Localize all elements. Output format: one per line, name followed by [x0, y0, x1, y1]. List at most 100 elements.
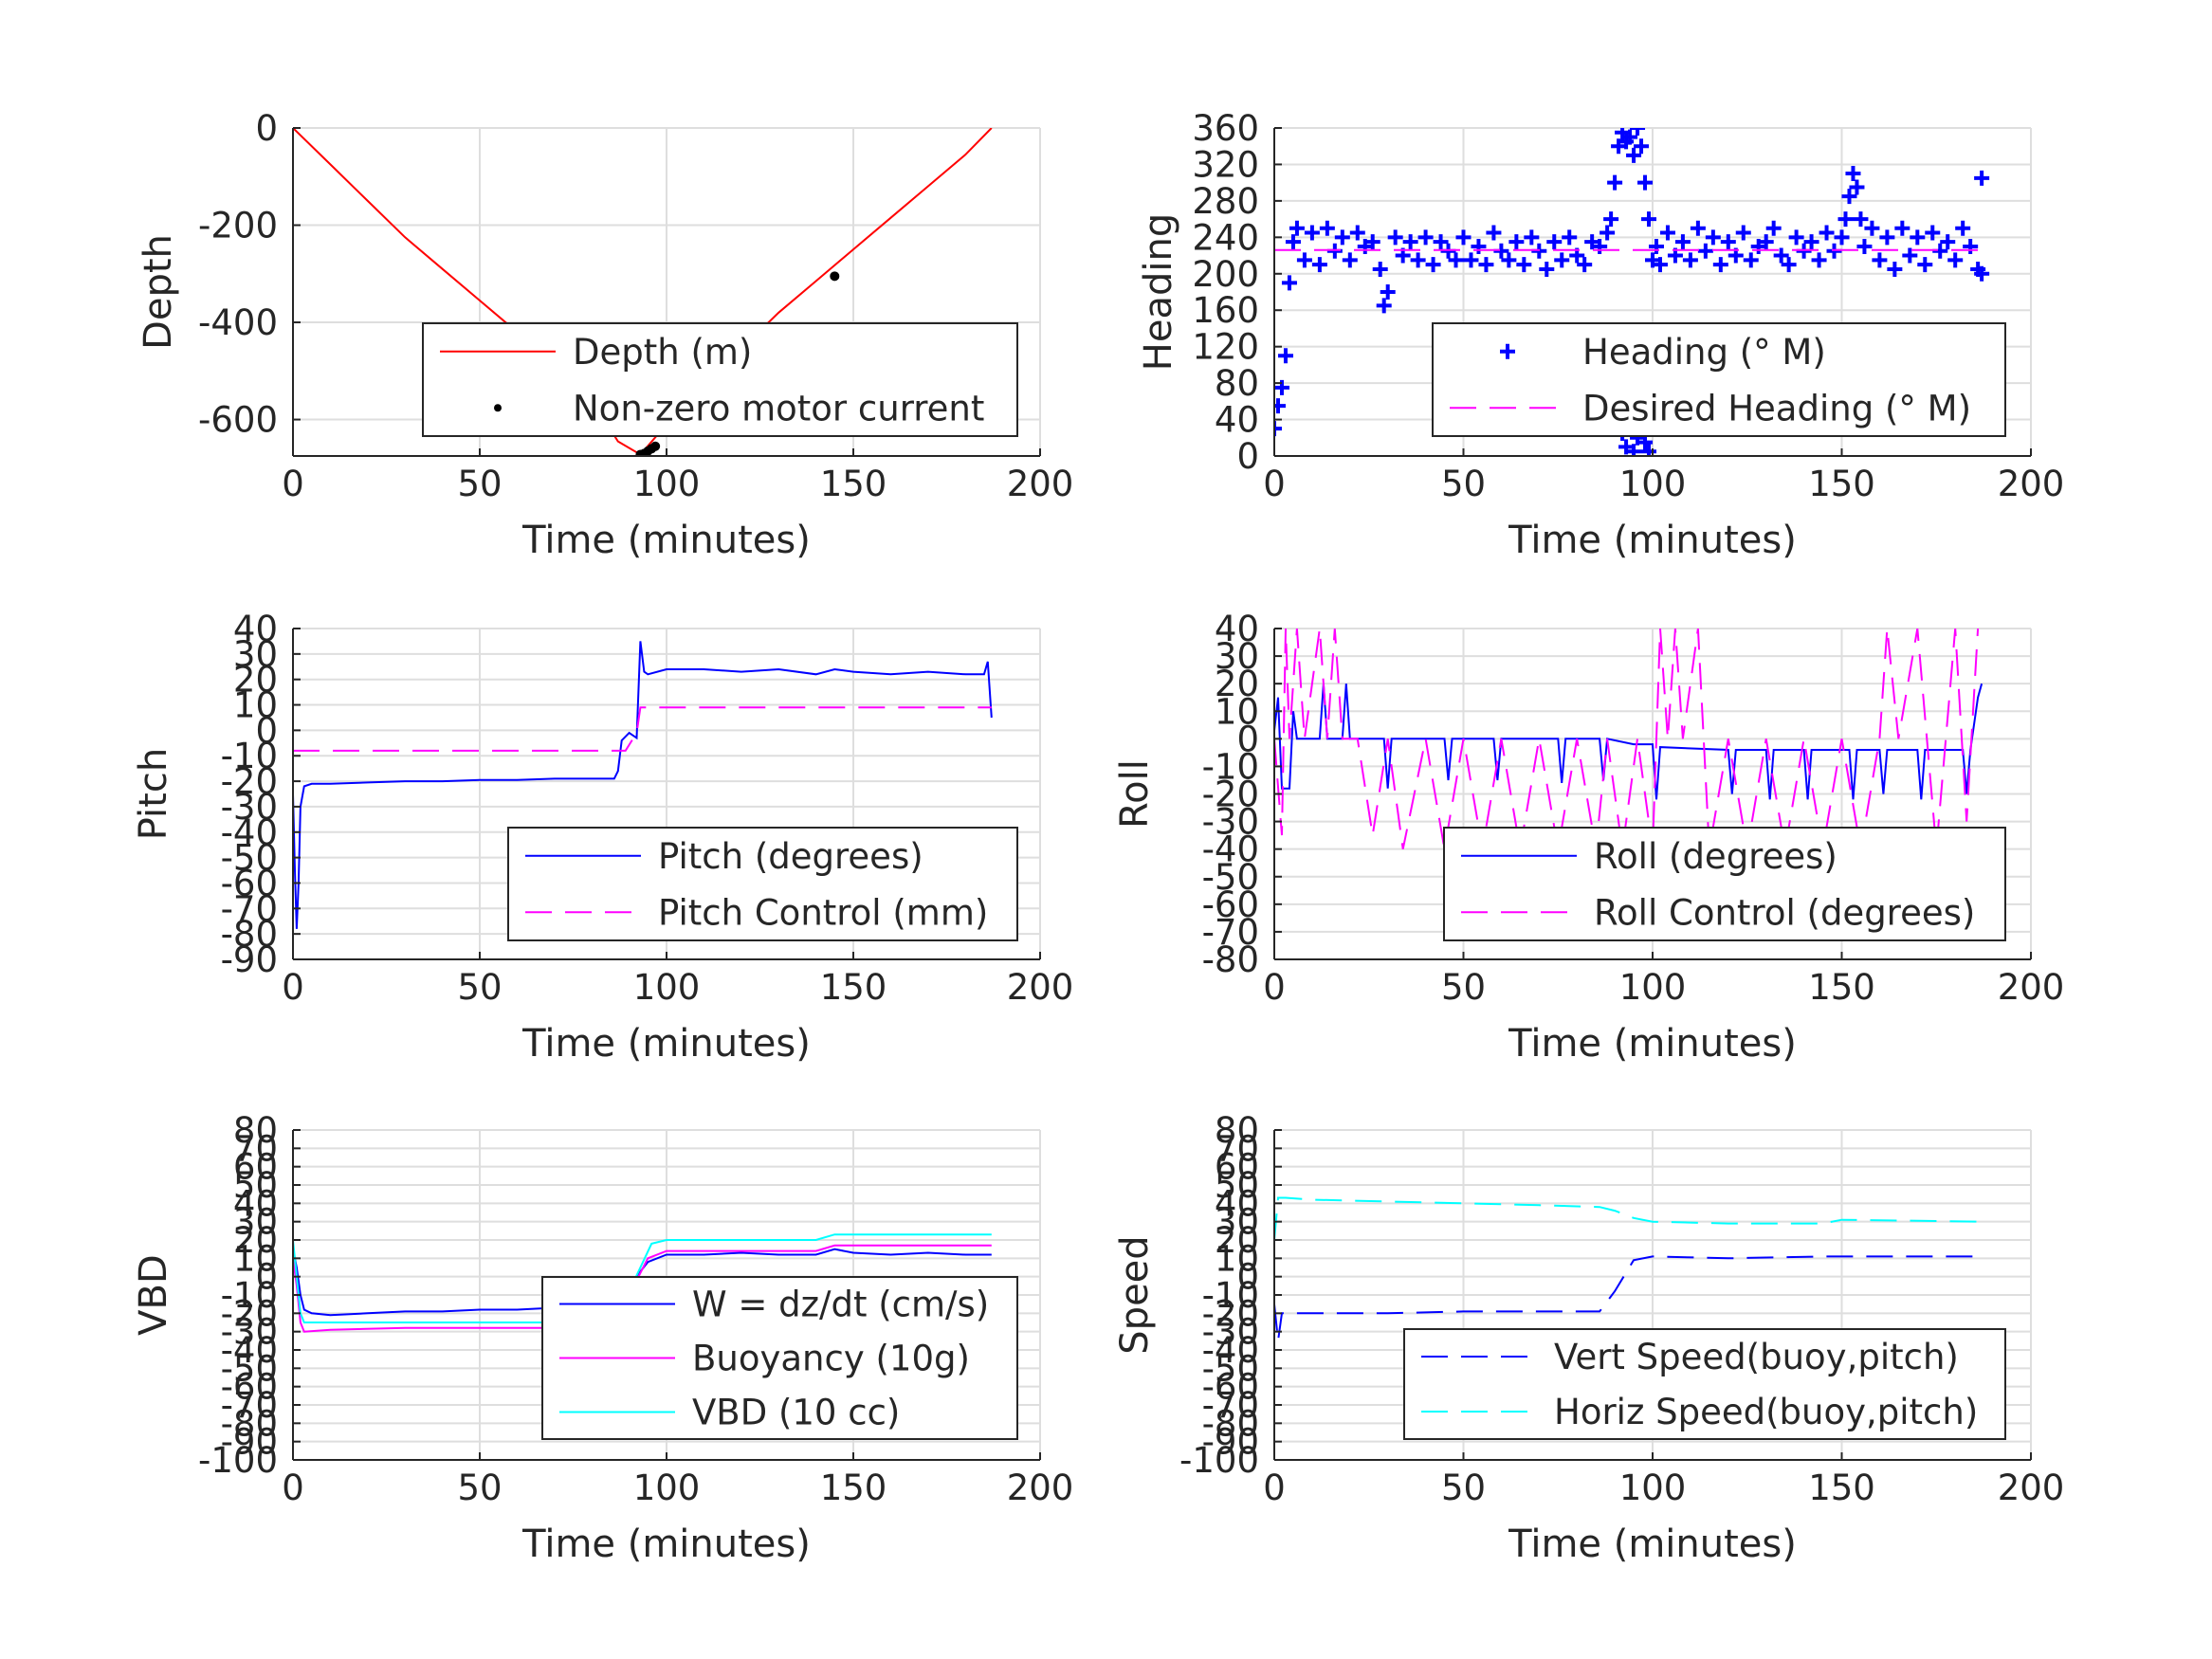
series-heading-0-marker	[1705, 229, 1721, 246]
y-tick-label: -40	[221, 812, 278, 853]
y-tick-label: 60	[233, 1147, 278, 1188]
legend-box	[422, 322, 1018, 437]
x-tick-label: 150	[1808, 967, 1875, 1008]
series-heading-0-marker	[1603, 211, 1619, 228]
series-heading-0-marker	[1853, 211, 1869, 228]
x-tick-label: 100	[1619, 967, 1687, 1008]
series-heading-0-marker	[1455, 229, 1472, 246]
x-axis-label: Time (minutes)	[1508, 1522, 1797, 1566]
series-pitch-1-line	[293, 706, 992, 752]
series-heading-0-marker	[1955, 220, 1971, 236]
y-tick-label: -70	[221, 1385, 278, 1426]
x-tick-label: 200	[1007, 967, 1074, 1008]
x-tick-label: 150	[820, 967, 887, 1008]
y-tick-label: -60	[1202, 1367, 1259, 1408]
series-depth-1-point	[830, 271, 840, 282]
data-layer	[293, 128, 993, 456]
y-tick-label: -60	[221, 1367, 278, 1408]
x-tick-label: 150	[820, 1468, 887, 1508]
legend-box	[1403, 1328, 2006, 1440]
y-tick-label: -50	[1202, 1348, 1259, 1389]
y-tick-label: 60	[1215, 1147, 1259, 1188]
series-heading-0-marker	[1925, 225, 1941, 241]
legend-entry-label: Heading (° M)	[1582, 332, 1826, 373]
series-heading-1-marker	[1974, 170, 1990, 186]
x-axis-label: Time (minutes)	[521, 1022, 811, 1066]
series-heading-0-marker	[1372, 261, 1388, 277]
x-axis-label: Time (minutes)	[521, 519, 811, 562]
x-tick-label: 100	[633, 967, 701, 1008]
series-heading-0-marker	[1304, 225, 1320, 241]
series-heading-1-marker	[1626, 444, 1642, 456]
series-heading-0-marker	[1380, 284, 1396, 300]
y-tick-label: -20	[1202, 775, 1259, 815]
y-tick-label: -40	[1202, 830, 1259, 870]
subplot-depth: 0 50 100 150 200 0 -200 -400 -600 Time (minutes) D…	[137, 108, 1073, 562]
series-heading-0-marker	[1803, 234, 1819, 250]
y-tick-label: 40	[233, 1183, 278, 1224]
series-heading-0-marker	[1607, 174, 1623, 191]
x-tick-label: 200	[1998, 967, 2065, 1008]
series-heading-0-marker	[1947, 252, 1964, 268]
y-tick-label: 360	[1192, 108, 1259, 149]
series-heading-0-marker	[1626, 147, 1642, 163]
legend-entry-label: Buoyancy (10g)	[692, 1339, 970, 1379]
data-layer	[1274, 1196, 1983, 1341]
series-heading-0-marker	[1319, 220, 1335, 236]
y-tick-label: 20	[233, 660, 278, 701]
subplot-speed: 0 50 100 150 20080706050403020100-10-20-30-4…	[1113, 1110, 2064, 1566]
y-tick-label: -10	[1202, 746, 1259, 787]
y-tick-label: -70	[1202, 1385, 1259, 1426]
y-tick-label: -80	[221, 914, 278, 955]
series-heading-0-marker	[1974, 265, 1990, 282]
legend-entry-label: Roll (degrees)	[1594, 836, 1837, 877]
legend-entry-label: Depth (m)	[573, 332, 752, 373]
y-tick-label: 10	[1215, 1238, 1259, 1279]
y-tick-label: -90	[221, 939, 278, 980]
series-heading-0-marker	[1864, 220, 1880, 236]
subplot-vbd: 0 50 100 150 20080706050403020100-10-20-30-4…	[132, 1110, 1073, 1566]
y-tick-label: 0	[1236, 1257, 1259, 1298]
y-tick-label: 40	[1215, 1183, 1259, 1224]
legend-entry-label: Vert Speed(buoy,pitch)	[1554, 1337, 1959, 1377]
y-tick-label: -30	[221, 787, 278, 828]
series-pitch-0-line	[293, 641, 993, 929]
y-tick-label: 0	[255, 1257, 278, 1298]
series-heading-0-marker	[1872, 252, 1888, 268]
series-heading-0-marker	[1712, 257, 1728, 273]
y-tick-label: 0	[1236, 436, 1259, 477]
series-heading-0-marker	[1641, 211, 1657, 228]
y-tick-label: 30	[1215, 1202, 1259, 1243]
y-tick-label: -80	[221, 1403, 278, 1444]
series-heading-0-marker	[1758, 234, 1774, 250]
series-heading-0-marker	[1296, 252, 1312, 268]
x-axis-label: Time (minutes)	[521, 1522, 811, 1566]
legend-entry-label: Pitch (degrees)	[658, 836, 923, 877]
series-roll-0-line	[1274, 683, 1983, 800]
series-heading-0-marker	[1376, 298, 1392, 314]
x-tick-label: 200	[1998, 464, 2065, 504]
x-tick-label: 150	[1808, 1468, 1875, 1508]
series-heading-0-marker	[1281, 275, 1297, 291]
y-tick-label: 200	[1192, 254, 1259, 295]
series-heading-0-marker	[1917, 257, 1933, 273]
legend-swatch	[494, 404, 502, 412]
x-tick-label: 50	[1441, 967, 1486, 1008]
series-heading-0-marker	[1894, 220, 1910, 236]
x-tick-label: 200	[1007, 464, 1074, 504]
series-heading-1-marker	[1637, 434, 1654, 450]
y-tick-label: 50	[1215, 1165, 1259, 1206]
y-tick-label: -90	[221, 1422, 278, 1463]
series-heading-0-marker	[1349, 225, 1365, 241]
y-tick-label: -40	[1202, 1330, 1259, 1371]
y-tick-label: 40	[1215, 609, 1259, 649]
series-heading-0-marker	[1471, 238, 1487, 254]
y-tick-label: 80	[1215, 1110, 1259, 1151]
series-heading-0-marker	[1334, 229, 1350, 246]
x-tick-label: 200	[1007, 1468, 1074, 1508]
y-tick-label: -50	[221, 838, 278, 879]
y-tick-label: 160	[1192, 290, 1259, 331]
data-layer	[1274, 128, 1990, 456]
series-heading-0-marker	[1674, 234, 1691, 250]
